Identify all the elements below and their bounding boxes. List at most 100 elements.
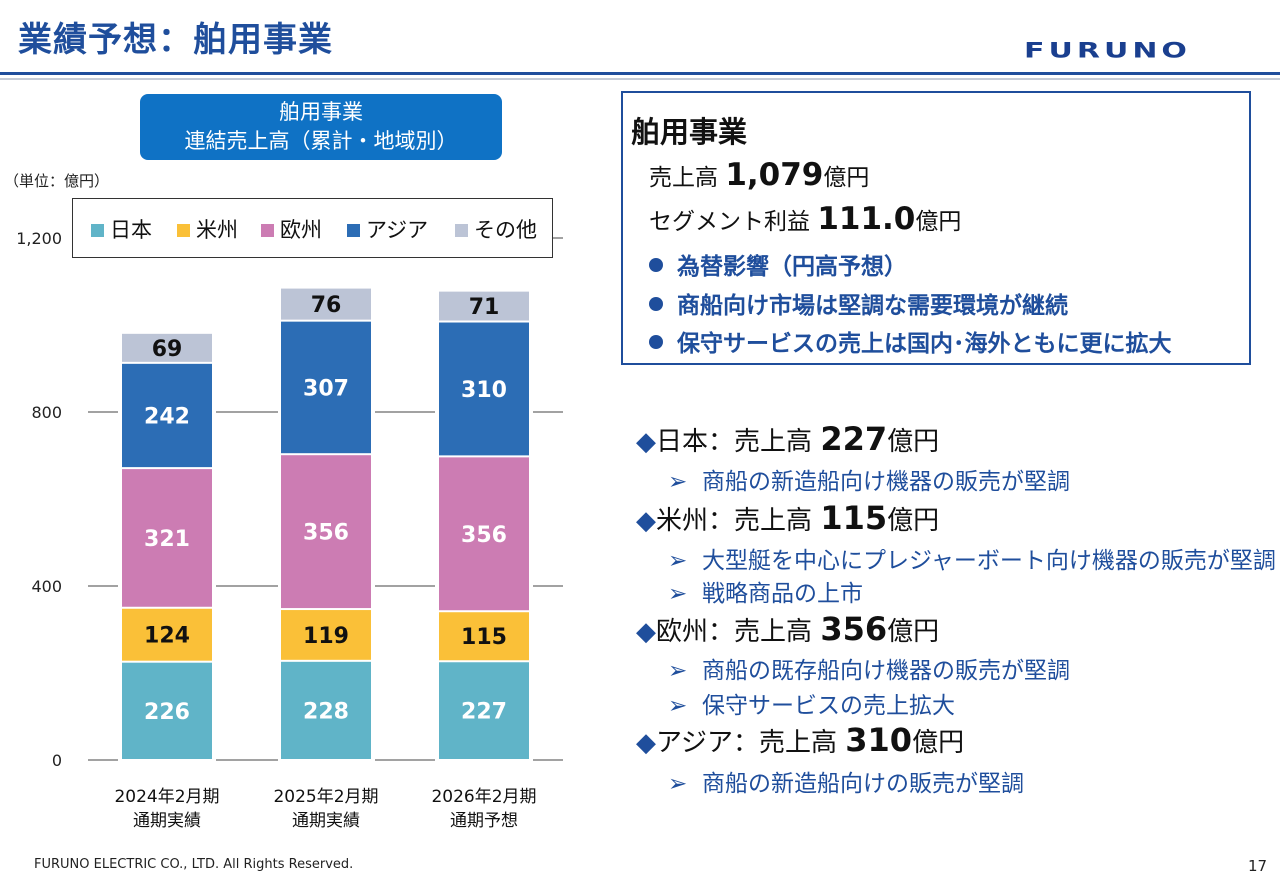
legend-item-other: その他 xyxy=(455,214,537,244)
bar-segment xyxy=(122,363,212,468)
x-tick-label: 2024年2月期 xyxy=(114,787,219,807)
legend-label-americas: 米州 xyxy=(196,218,238,242)
y-tick-label: 0 xyxy=(52,751,62,770)
region-sales-unit: 億円 xyxy=(887,506,940,536)
region-name: 米州 xyxy=(656,506,709,536)
segment-profit-line: セグメント利益 111.0億円 xyxy=(649,201,961,237)
header-divider xyxy=(0,72,1280,75)
data-label: 307 xyxy=(303,376,349,401)
region-point-text: 商船の既存船向け機器の販売が堅調 xyxy=(702,658,1070,684)
legend-label-europe: 欧州 xyxy=(280,218,322,242)
segment-sales-line: 売上高 1,079億円 xyxy=(649,157,869,193)
diamond-icon: ◆ xyxy=(636,728,656,758)
x-tick-label: 通期予想 xyxy=(450,811,518,831)
region-name: 欧州 xyxy=(656,617,709,647)
bar-segment xyxy=(439,291,529,321)
bar-segment xyxy=(439,322,529,456)
x-tick-label: 通期実績 xyxy=(292,811,360,831)
data-label: 242 xyxy=(144,404,190,429)
region-name: アジア xyxy=(656,728,733,758)
header-divider-secondary xyxy=(0,78,1280,80)
bar-segment xyxy=(281,661,371,759)
arrow-bullet-icon: ➢ xyxy=(668,771,688,797)
copyright: FURUNO ELECTRIC CO., LTD. All Rights Res… xyxy=(34,857,354,872)
segment-title: 舶用事業 xyxy=(631,115,748,149)
y-tick-label: 400 xyxy=(31,577,62,596)
region-sales-value: 356 xyxy=(820,610,888,648)
profit-value: 111.0 xyxy=(817,201,916,237)
arrow-bullet-icon: ➢ xyxy=(668,693,688,719)
bullet-text: 為替影響（円高予想） xyxy=(677,254,907,280)
bar-segment xyxy=(439,662,529,759)
region-point: ➢ 保守サービスの売上拡大 xyxy=(668,686,955,720)
region-point: ➢ 商船の既存船向け機器の販売が堅調 xyxy=(668,651,1070,685)
data-label: 321 xyxy=(144,527,190,552)
data-label: 124 xyxy=(144,624,190,649)
y-tick-label: 1,200 xyxy=(16,229,62,248)
arrow-bullet-icon: ➢ xyxy=(668,469,688,495)
region-sales-value: 310 xyxy=(845,721,913,759)
region-sales-unit: 億円 xyxy=(912,728,965,758)
region-sales-value: 227 xyxy=(820,420,888,458)
chart-legend: 日本 米州 欧州 アジア その他 xyxy=(72,198,553,258)
data-label: 310 xyxy=(461,378,507,403)
x-tick-label: 2026年2月期 xyxy=(431,787,536,807)
sales-unit: 億円 xyxy=(823,165,870,191)
region-sales-label: 売上高 xyxy=(734,427,813,457)
legend-item-japan: 日本 xyxy=(91,214,152,244)
sales-label: 売上高 xyxy=(649,165,718,191)
diamond-icon: ◆ xyxy=(636,617,656,647)
legend-swatch-europe xyxy=(261,224,274,237)
region-sales-unit: 億円 xyxy=(887,617,940,647)
y-tick-label: 800 xyxy=(31,403,62,422)
legend-swatch-americas xyxy=(177,224,190,237)
bullet-text: 保守サービスの売上は国内･海外ともに更に拡大 xyxy=(677,331,1172,357)
legend-swatch-japan xyxy=(91,224,104,237)
data-label: 226 xyxy=(144,700,190,725)
data-label: 119 xyxy=(303,624,349,649)
unit-label: （単位：億円） xyxy=(4,172,110,190)
diamond-icon: ◆ xyxy=(636,427,656,457)
region-heading-europe: ◆欧州：売上高 356億円 xyxy=(636,610,940,648)
data-label: 356 xyxy=(461,523,507,548)
region-heading-americas: ◆米州：売上高 115億円 xyxy=(636,499,940,537)
diamond-icon: ◆ xyxy=(636,506,656,536)
x-tick-label: 通期実績 xyxy=(133,811,201,831)
region-point-text: 保守サービスの売上拡大 xyxy=(702,693,955,719)
page-number: 17 xyxy=(1248,857,1268,875)
bar-segment xyxy=(122,333,212,362)
legend-label-japan: 日本 xyxy=(110,218,152,242)
region-point: ➢ 戦略商品の上市 xyxy=(668,574,863,608)
chart-title-badge: 舶用事業 連結売上高（累計・地域別） xyxy=(140,94,502,160)
bar-segment xyxy=(281,610,371,660)
data-label: 228 xyxy=(303,699,349,724)
region-heading-japan: ◆日本：売上高 227億円 xyxy=(636,420,940,458)
segment-bullet: 為替影響（円高予想） xyxy=(649,247,907,281)
data-label: 69 xyxy=(152,337,183,362)
region-sales-label: 売上高 xyxy=(758,728,837,758)
legend-item-europe: 欧州 xyxy=(261,214,322,244)
data-label: 227 xyxy=(461,700,507,725)
bar-segment xyxy=(122,469,212,607)
region-point-text: 大型艇を中心にプレジャーボート向け機器の販売が堅調 xyxy=(702,548,1276,574)
legend-swatch-asia xyxy=(347,224,360,237)
region-sales-label: 売上高 xyxy=(734,617,813,647)
region-name: 日本 xyxy=(656,427,709,457)
region-point-text: 戦略商品の上市 xyxy=(702,581,863,607)
legend-swatch-other xyxy=(455,224,468,237)
bullet-dot-icon xyxy=(649,335,663,349)
segment-bullet: 商船向け市場は堅調な需要環境が継続 xyxy=(649,286,1068,320)
profit-unit: 億円 xyxy=(915,209,962,235)
segment-bullet: 保守サービスの売上は国内･海外ともに更に拡大 xyxy=(649,324,1172,358)
data-label: 115 xyxy=(461,625,507,650)
legend-label-asia: アジア xyxy=(366,218,429,242)
data-label: 356 xyxy=(303,521,349,546)
bar-segment xyxy=(281,288,371,320)
sales-value: 1,079 xyxy=(725,157,824,193)
arrow-bullet-icon: ➢ xyxy=(668,548,688,574)
chart-title-line1: 舶用事業 xyxy=(279,100,363,124)
x-tick-label: 2025年2月期 xyxy=(273,787,378,807)
company-logo: FURUNO xyxy=(1024,38,1191,64)
bullet-text: 商船向け市場は堅調な需要環境が継続 xyxy=(677,293,1068,319)
